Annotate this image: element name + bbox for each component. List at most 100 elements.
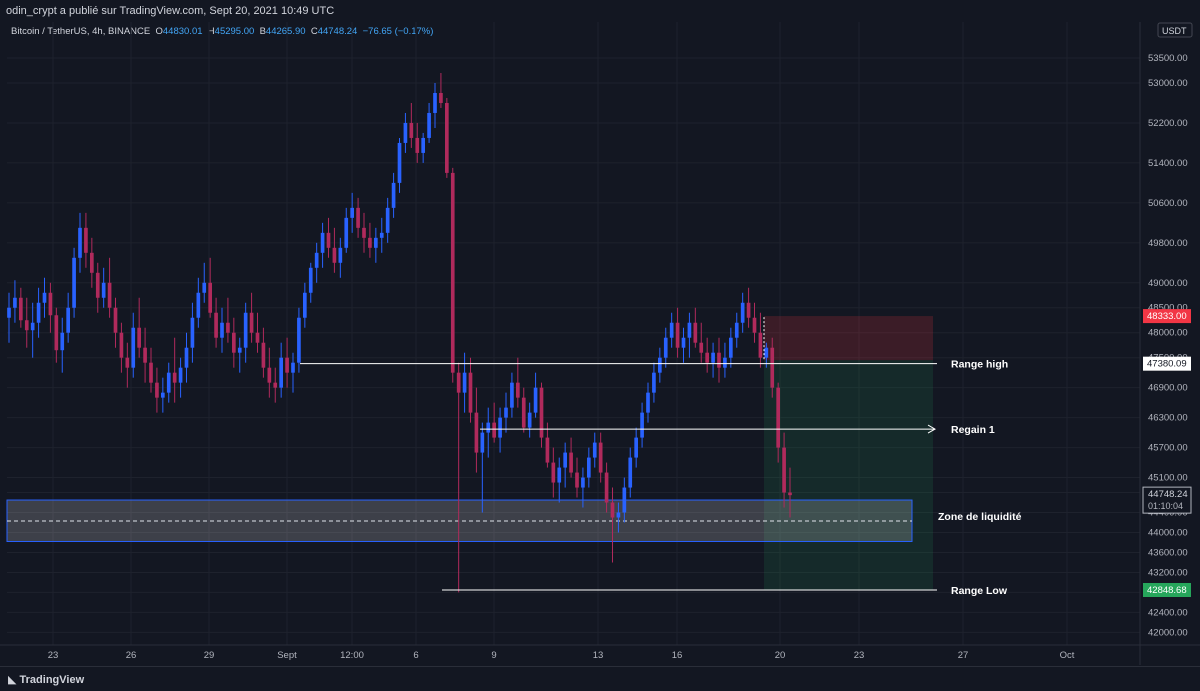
candle-body[interactable] [545,437,550,463]
candle-body[interactable] [652,372,656,393]
candle-body[interactable] [699,342,704,353]
candle-body[interactable] [563,452,568,468]
candle-body[interactable] [308,267,313,293]
candle-body[interactable] [231,332,236,353]
candle-body[interactable] [462,372,467,393]
candle-body[interactable] [7,307,11,318]
candle-body[interactable] [581,477,585,488]
candle-body[interactable] [48,292,53,316]
candle-body[interactable] [598,442,603,473]
candle-body[interactable] [474,412,479,453]
candle-body[interactable] [172,372,177,383]
stop-loss-area[interactable] [764,316,933,361]
candle-body[interactable] [533,387,538,413]
candle-body[interactable] [184,347,189,368]
candle-body[interactable] [155,382,159,398]
candle-body[interactable] [770,347,775,388]
candle-body[interactable] [782,447,786,493]
candle-body[interactable] [190,317,195,348]
candle-body[interactable] [486,422,491,433]
candle-body[interactable] [344,217,349,248]
candle-body[interactable] [226,322,230,333]
candle-body[interactable] [510,382,514,408]
candle-body[interactable] [137,327,142,348]
candle-body[interactable] [628,457,633,488]
candle-body[interactable] [663,337,668,358]
candle-body[interactable] [72,257,76,308]
candle-body[interactable] [385,207,390,233]
candle-body[interactable] [18,297,23,321]
candle-body[interactable] [362,227,366,238]
candle-body[interactable] [764,347,769,358]
candle-body[interactable] [657,357,662,373]
candle-body[interactable] [291,362,295,373]
candle-body[interactable] [89,252,94,273]
candle-body[interactable] [622,487,627,513]
candle-body[interactable] [350,207,355,218]
candle-body[interactable] [646,392,650,413]
candle-body[interactable] [557,467,562,483]
candle-body[interactable] [125,357,130,368]
candle-body[interactable] [113,307,118,333]
candle-body[interactable] [675,322,680,348]
candle-body[interactable] [60,332,65,351]
candle-body[interactable] [101,282,106,298]
candle-body[interactable] [368,237,372,248]
take-profit-area[interactable] [764,360,933,590]
candle-body[interactable] [320,232,325,253]
symbol-name[interactable]: Bitcoin / TetherUS, 4h, BINANCE [11,26,151,37]
candle-body[interactable] [78,227,82,258]
candle-body[interactable] [610,502,615,518]
candle-body[interactable] [243,312,248,348]
candle-body[interactable] [373,237,378,248]
candle-body[interactable] [131,327,136,368]
candle-body[interactable] [734,322,739,338]
candle-body[interactable] [214,312,218,338]
candle-body[interactable] [208,282,213,313]
candle-body[interactable] [752,317,757,333]
candle-body[interactable] [746,302,751,318]
candle-body[interactable] [439,92,443,103]
candle-body[interactable] [178,367,183,383]
candle-body[interactable] [84,227,88,253]
candle-body[interactable] [717,352,721,368]
candle-body[interactable] [119,332,124,358]
candle-body[interactable] [450,172,455,373]
candle-body[interactable] [575,472,579,488]
candle-body[interactable] [480,432,485,453]
candle-body[interactable] [444,102,449,173]
candle-body[interactable] [255,332,260,343]
price-chart[interactable]: Range high Regain 1 Range Low Zone de liqui… [0,0,1200,666]
candle-body[interactable] [196,292,201,318]
candle-body[interactable] [267,367,272,383]
candle-body[interactable] [415,137,420,153]
candle-body[interactable] [740,302,745,323]
candle-body[interactable] [788,492,792,496]
candle-body[interactable] [776,387,781,448]
candle-body[interactable] [95,272,100,298]
candle-body[interactable] [30,322,35,331]
candle-body[interactable] [427,112,431,138]
candle-body[interactable] [279,357,284,388]
candle-body[interactable] [332,247,337,263]
candle-body[interactable] [220,322,224,338]
candle-body[interactable] [421,137,426,153]
candle-body[interactable] [397,142,402,183]
candle-body[interactable] [723,357,727,368]
candle-body[interactable] [66,307,71,333]
candle-body[interactable] [409,122,414,138]
candle-body[interactable] [728,337,733,358]
candle-body[interactable] [261,342,266,368]
candle-body[interactable] [669,322,674,338]
candle-body[interactable] [107,282,112,308]
candle-body[interactable] [758,332,763,358]
candle-body[interactable] [302,292,307,318]
candle-body[interactable] [36,302,41,323]
candle-body[interactable] [586,457,591,478]
candle-body[interactable] [433,92,437,113]
candle-body[interactable] [143,347,147,363]
tradingview-logo[interactable]: ◣ TradingView [8,673,84,686]
candle-body[interactable] [326,232,331,248]
candle-body[interactable] [391,182,396,208]
candle-body[interactable] [616,512,621,518]
